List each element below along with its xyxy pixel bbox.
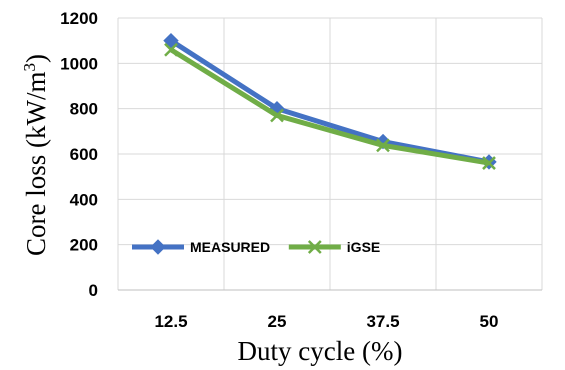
gridlines [117,17,543,291]
x-tick-label: 25 [268,312,287,331]
legend-label: iGSE [347,239,380,255]
y-tick-label: 1200 [60,9,98,28]
x-tick-labels: 12.5 25 37.5 50 [154,312,498,331]
y-tick-labels: 0 200 400 600 800 1000 1200 [60,9,98,300]
y-tick-label: 200 [70,236,98,255]
series-lines [163,32,497,170]
y-tick-label: 600 [70,145,98,164]
y-tick-label: 400 [70,190,98,209]
data-point [376,138,390,153]
legend-marker [307,240,322,254]
y-axis-title: Core loss (kW/m3) [20,54,51,256]
y-tick-label: 0 [89,281,98,300]
x-tick-label: 37.5 [366,312,399,331]
x-tick-label: 50 [480,312,499,331]
legend: MEASURED iGSE [132,239,380,255]
series-line [169,47,490,166]
data-point [164,42,178,57]
x-tick-label: 12.5 [154,312,187,331]
legend-marker [150,239,166,255]
series-igse [164,42,496,170]
legend-entry-measured: MEASURED [132,239,270,255]
legend-label: MEASURED [190,239,270,255]
y-tick-label: 1000 [60,54,98,73]
x-axis-title: Duty cycle (%) [238,336,403,366]
data-point [482,156,496,170]
y-tick-label: 800 [70,100,98,119]
data-point [163,32,179,49]
data-point [270,108,284,123]
legend-entry-igse: iGSE [288,239,380,255]
